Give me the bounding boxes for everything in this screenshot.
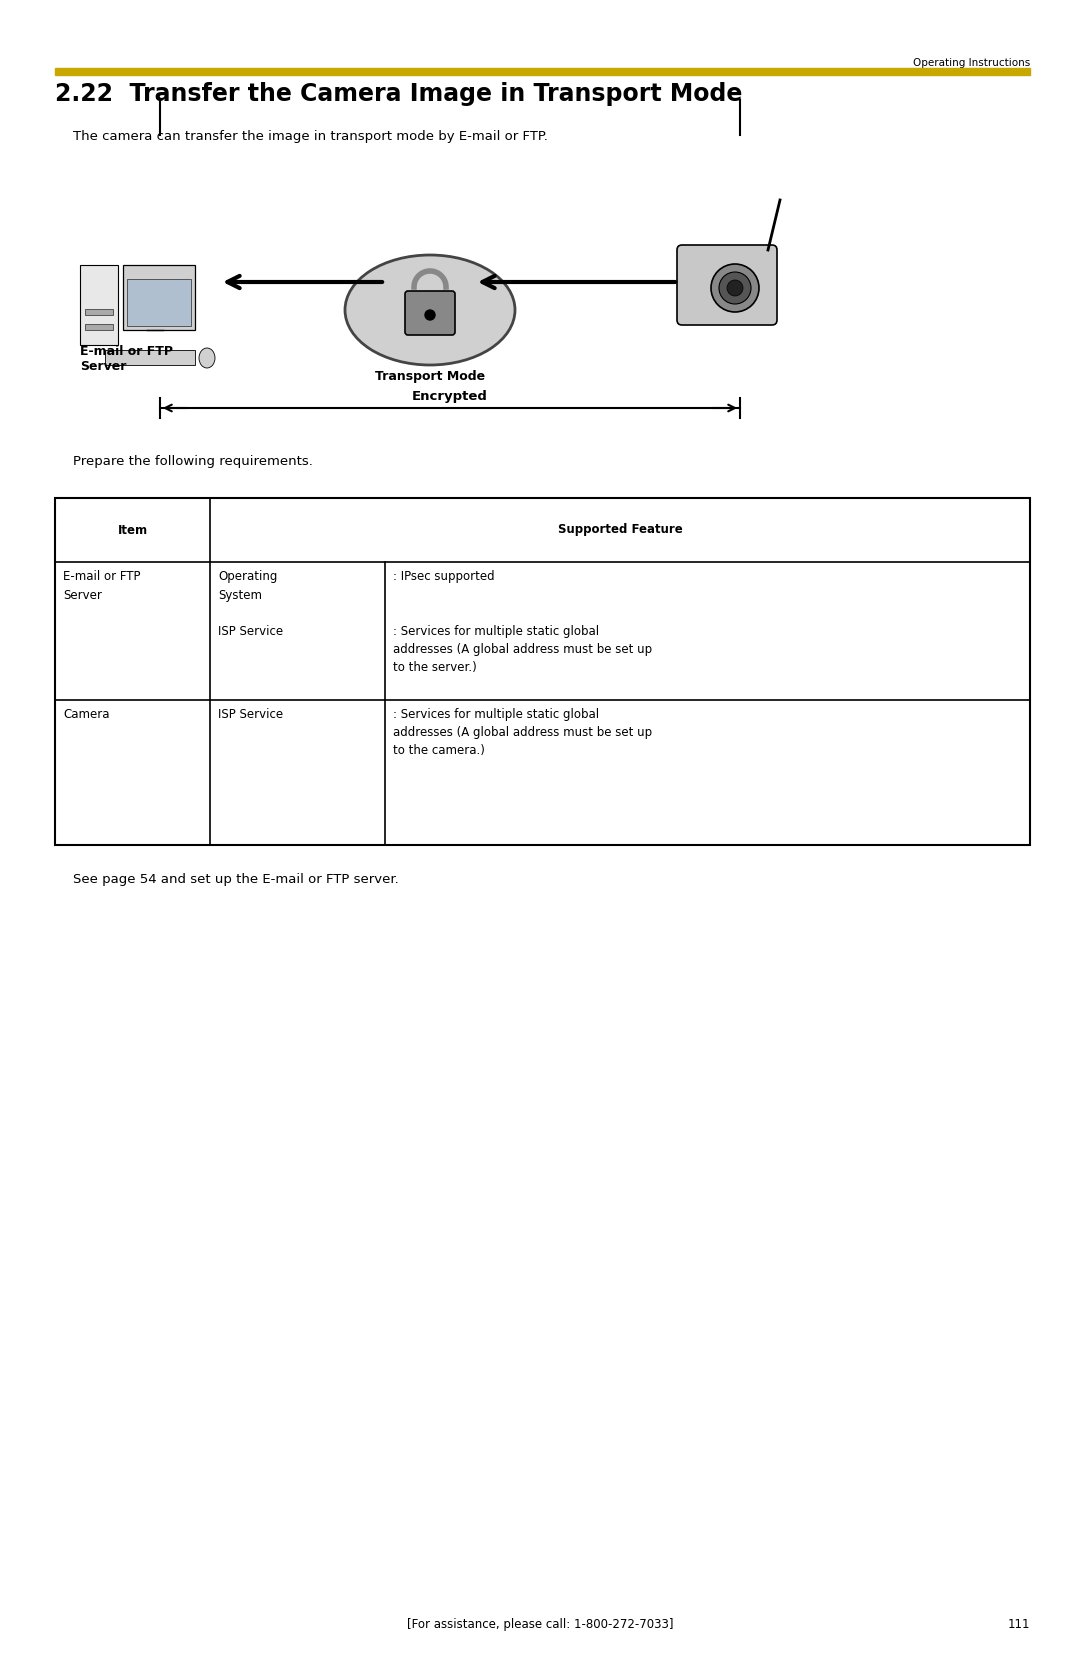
Text: 2.22  Transfer the Camera Image in Transport Mode: 2.22 Transfer the Camera Image in Transp… [55,82,742,107]
Circle shape [711,264,759,312]
Text: ISP Service: ISP Service [218,624,283,638]
Text: : Services for multiple static global
addresses (A global address must be set up: : Services for multiple static global ad… [393,708,652,758]
Bar [85,309,113,315]
Text: Item: Item [118,524,148,536]
Circle shape [426,310,435,320]
Text: [For assistance, please call: 1-800-272-7033]: [For assistance, please call: 1-800-272-… [407,1617,673,1631]
Ellipse shape [345,255,515,366]
Text: Camera: Camera [63,708,109,721]
Text: : IPsec supported: : IPsec supported [393,571,495,582]
Text: ISP Service: ISP Service [218,708,283,721]
Bar [127,279,191,325]
Text: Supported Feature: Supported Feature [557,524,683,536]
Circle shape [719,272,751,304]
Bar [123,265,195,330]
Bar [85,324,113,330]
Bar [55,68,1030,75]
Text: See page 54 and set up the E-mail or FTP server.: See page 54 and set up the E-mail or FTP… [73,873,399,886]
Text: Prepare the following requirements.: Prepare the following requirements. [73,456,313,467]
Text: 111: 111 [1008,1617,1030,1631]
Ellipse shape [199,349,215,367]
FancyBboxPatch shape [677,245,777,325]
FancyBboxPatch shape [405,290,455,335]
Text: Operating Instructions: Operating Instructions [913,58,1030,68]
Text: The camera can transfer the image in transport mode by E-mail or FTP.: The camera can transfer the image in tra… [73,130,548,144]
Text: E-mail or FTP
Server: E-mail or FTP Server [80,345,173,372]
Text: Encrypted: Encrypted [413,391,488,402]
Text: Operating
System: Operating System [218,571,278,603]
Bar [80,265,118,345]
Text: Transport Mode: Transport Mode [375,371,485,382]
Bar [55,497,1030,845]
Text: E-mail or FTP
Server: E-mail or FTP Server [63,571,140,603]
Text: : Services for multiple static global
addresses (A global address must be set up: : Services for multiple static global ad… [393,624,652,674]
Bar [105,350,195,366]
Circle shape [727,280,743,295]
